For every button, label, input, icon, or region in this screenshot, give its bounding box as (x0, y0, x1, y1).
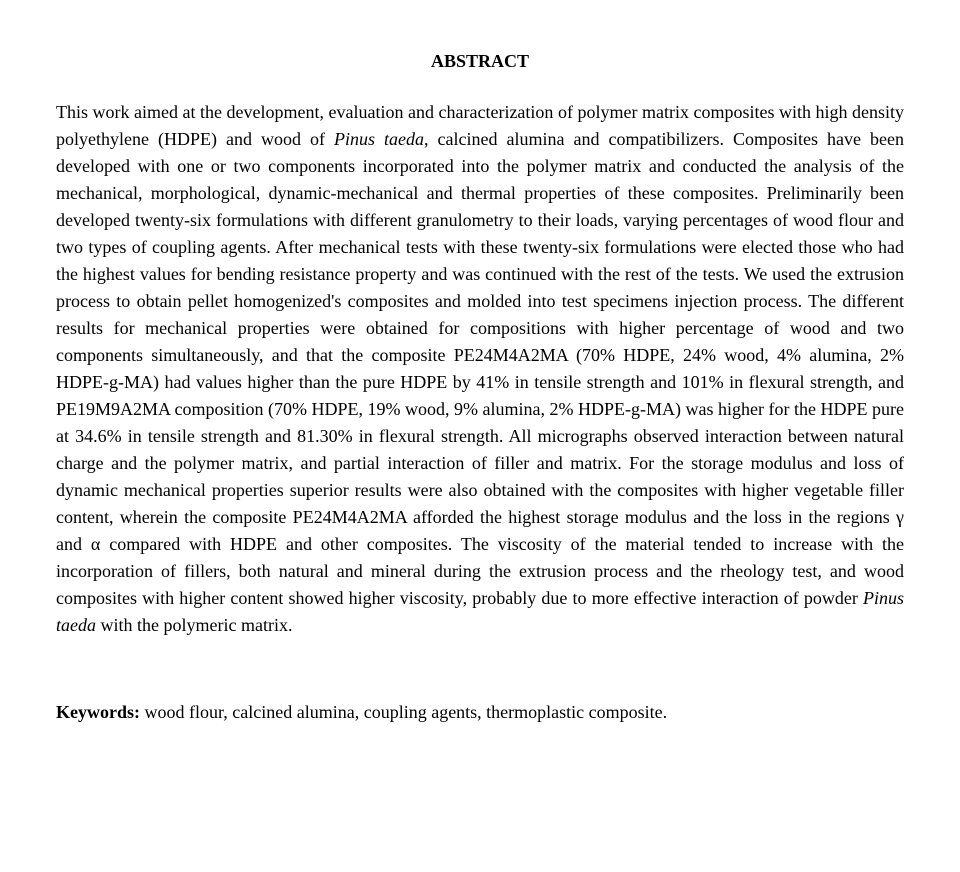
body-text-3: with the polymeric matrix. (96, 615, 292, 635)
keywords-label: Keywords: (56, 702, 145, 722)
keywords-line: Keywords: wood flour, calcined alumina, … (56, 699, 904, 726)
abstract-title: ABSTRACT (56, 48, 904, 75)
keywords-text: wood flour, calcined alumina, coupling a… (145, 702, 668, 722)
abstract-body: This work aimed at the development, eval… (56, 99, 904, 639)
body-text-2: , calcined alumina and compatibilizers. … (56, 129, 904, 608)
species-name-1: Pinus taeda (334, 129, 424, 149)
